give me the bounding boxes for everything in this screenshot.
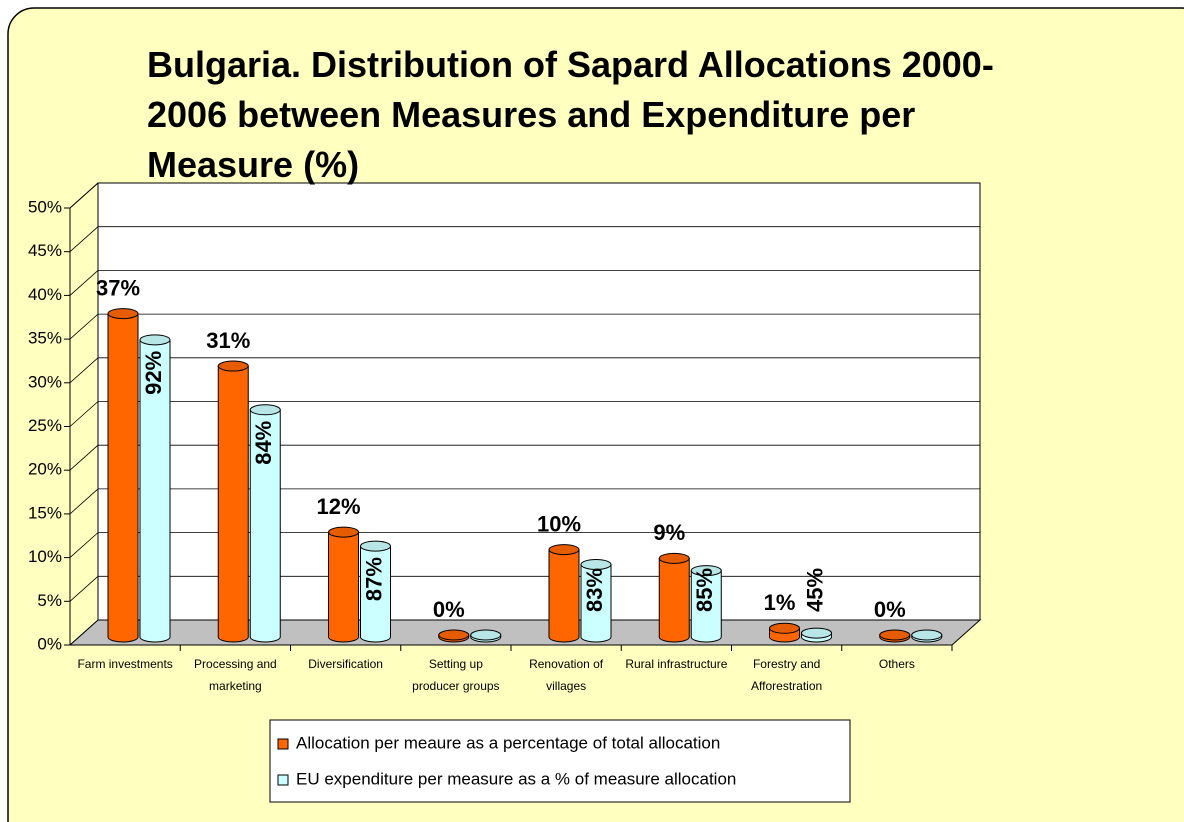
data-label: 1% — [764, 590, 796, 615]
rate-label: 83% — [582, 568, 607, 612]
bar — [879, 629, 911, 643]
bar — [580, 558, 612, 643]
bar — [658, 552, 690, 643]
data-label: 37% — [96, 275, 140, 300]
bar-body — [107, 313, 139, 643]
bar-top — [658, 552, 690, 564]
y-tick-label: 40% — [28, 285, 62, 304]
y-tick-label: 20% — [28, 460, 62, 479]
bar-top — [360, 540, 391, 552]
bar-top — [438, 629, 470, 641]
bar-top — [548, 544, 580, 556]
x-tick-label: Processing and marketing — [194, 657, 277, 693]
y-tick-label: 45% — [28, 241, 62, 260]
grid-line — [69, 488, 980, 515]
x-tick-label: Forestry and Afforestration — [751, 657, 823, 693]
data-label: 10% — [537, 511, 581, 536]
bar-top — [801, 627, 832, 639]
bar — [249, 404, 281, 643]
y-tick-label: 30% — [28, 372, 62, 391]
data-label: 12% — [316, 494, 360, 519]
bar-body — [690, 570, 722, 643]
bar — [139, 334, 171, 643]
grid-line — [69, 401, 980, 427]
bar-body — [658, 557, 690, 643]
data-label: 0% — [433, 597, 465, 622]
bar-top — [580, 558, 612, 570]
x-tick-label: Rural infrastructure — [625, 657, 728, 671]
bar-top — [107, 308, 139, 320]
y-tick-label: 10% — [28, 547, 62, 566]
bar-top — [249, 404, 281, 416]
bar-top — [139, 334, 171, 346]
bar — [217, 360, 249, 643]
rate-label: 92% — [141, 351, 166, 395]
bar-body — [580, 563, 612, 643]
bar-top — [328, 526, 359, 538]
data-label: 0% — [874, 597, 906, 622]
bar — [769, 622, 800, 643]
y-tick-label: 25% — [28, 416, 62, 435]
bar — [801, 627, 832, 643]
y-tick-label: 50% — [28, 197, 62, 216]
bar — [438, 629, 470, 643]
legend-label: EU expenditure per measure as a % of mea… — [296, 769, 736, 788]
bar — [911, 629, 943, 643]
bar-body — [328, 531, 359, 643]
x-tick-label: Farm investments — [77, 657, 173, 671]
bar-top — [879, 629, 911, 641]
bar — [328, 526, 359, 643]
grid-line — [69, 226, 980, 252]
bar — [360, 540, 391, 643]
rate-label: 85% — [692, 568, 717, 612]
legend-label: Allocation per meaure as a percentage of… — [296, 733, 720, 752]
bar-top — [911, 629, 943, 641]
bar-body — [360, 545, 391, 643]
legend-swatch — [277, 738, 289, 750]
data-label: 31% — [206, 328, 250, 353]
bar-top — [470, 629, 502, 641]
data-label: 9% — [653, 520, 685, 545]
bar-body — [139, 339, 171, 643]
legend-swatch — [277, 774, 289, 786]
x-tick-label: Diversification — [308, 657, 383, 671]
bar — [107, 308, 139, 643]
bar — [470, 629, 502, 643]
bar-top — [769, 622, 800, 634]
x-tick-label: Setting up producer groups — [412, 657, 500, 693]
floor — [68, 619, 982, 646]
bar-top — [690, 565, 722, 577]
rate-label: 45% — [802, 568, 827, 612]
grid-line — [69, 532, 980, 558]
grid-line — [69, 269, 980, 296]
bar-top — [217, 360, 249, 372]
rate-label: 87% — [361, 557, 386, 601]
y-tick-label: 15% — [28, 503, 62, 522]
y-tick-label: 35% — [28, 329, 62, 348]
bar — [690, 565, 722, 643]
grid-line — [69, 182, 980, 209]
x-tick-label: Renovation of villages — [529, 657, 604, 693]
chart-title: Bulgaria. Distribution of Sapard Allocat… — [147, 44, 994, 185]
x-tick-label: Others — [878, 657, 915, 671]
y-tick-label: 5% — [37, 591, 62, 610]
bar-body — [217, 365, 249, 643]
bar-body — [249, 409, 281, 643]
rate-label: 84% — [251, 421, 276, 465]
bar-body — [548, 549, 580, 643]
grid-line — [69, 444, 980, 471]
grid-line — [69, 357, 980, 384]
y-tick-label: 0% — [37, 634, 62, 653]
grid-line — [69, 313, 980, 340]
legend — [269, 719, 851, 803]
bar — [548, 544, 580, 643]
